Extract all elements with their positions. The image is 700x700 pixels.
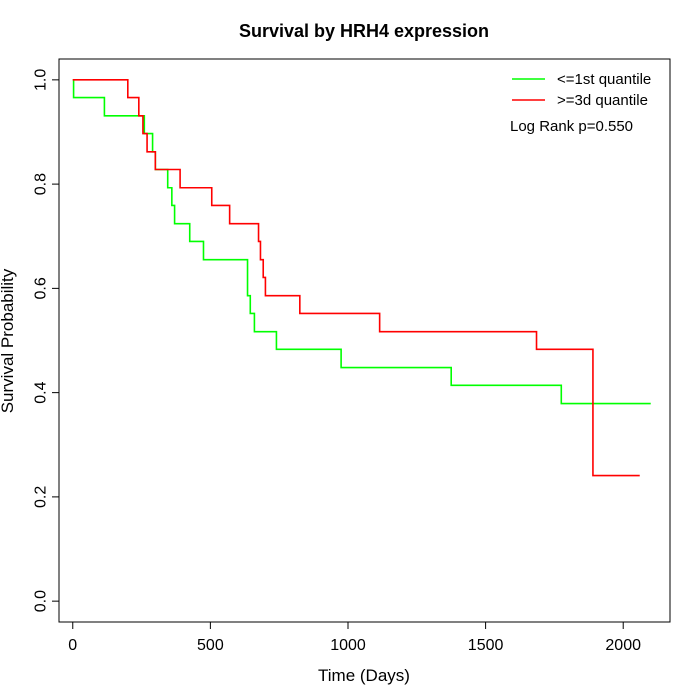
x-tick-label: 0 xyxy=(68,637,77,654)
y-tick-label: 0.2 xyxy=(33,486,50,508)
y-tick-label: 0.0 xyxy=(33,590,50,612)
x-axis-label: Time (Days) xyxy=(318,666,410,685)
chart-title: Survival by HRH4 expression xyxy=(239,21,489,41)
x-axis: 0 500 1000 1500 2000 xyxy=(68,621,641,654)
legend-label-high: >=3d quantile xyxy=(557,92,648,109)
series-low-quantile-curve xyxy=(72,79,651,405)
y-axis-label: Survival Probability xyxy=(0,268,17,413)
survival-curves xyxy=(72,79,651,477)
legend: <=1st quantile >=3d quantile Log Rank p=… xyxy=(510,71,651,135)
y-tick-label: 0.4 xyxy=(33,381,50,403)
y-tick-label: 0.8 xyxy=(33,173,50,195)
x-tick-label: 2000 xyxy=(605,637,641,654)
x-tick-label: 1500 xyxy=(468,637,504,654)
log-rank-annotation: Log Rank p=0.550 xyxy=(510,118,633,135)
y-tick-label: 1.0 xyxy=(33,69,50,91)
y-axis: 0.0 0.2 0.4 0.6 0.8 1.0 xyxy=(33,69,60,612)
series-high-quantile-curve xyxy=(72,79,640,477)
legend-label-low: <=1st quantile xyxy=(557,71,651,88)
x-tick-label: 500 xyxy=(197,637,224,654)
y-tick-label: 0.6 xyxy=(33,277,50,299)
x-tick-label: 1000 xyxy=(330,637,366,654)
